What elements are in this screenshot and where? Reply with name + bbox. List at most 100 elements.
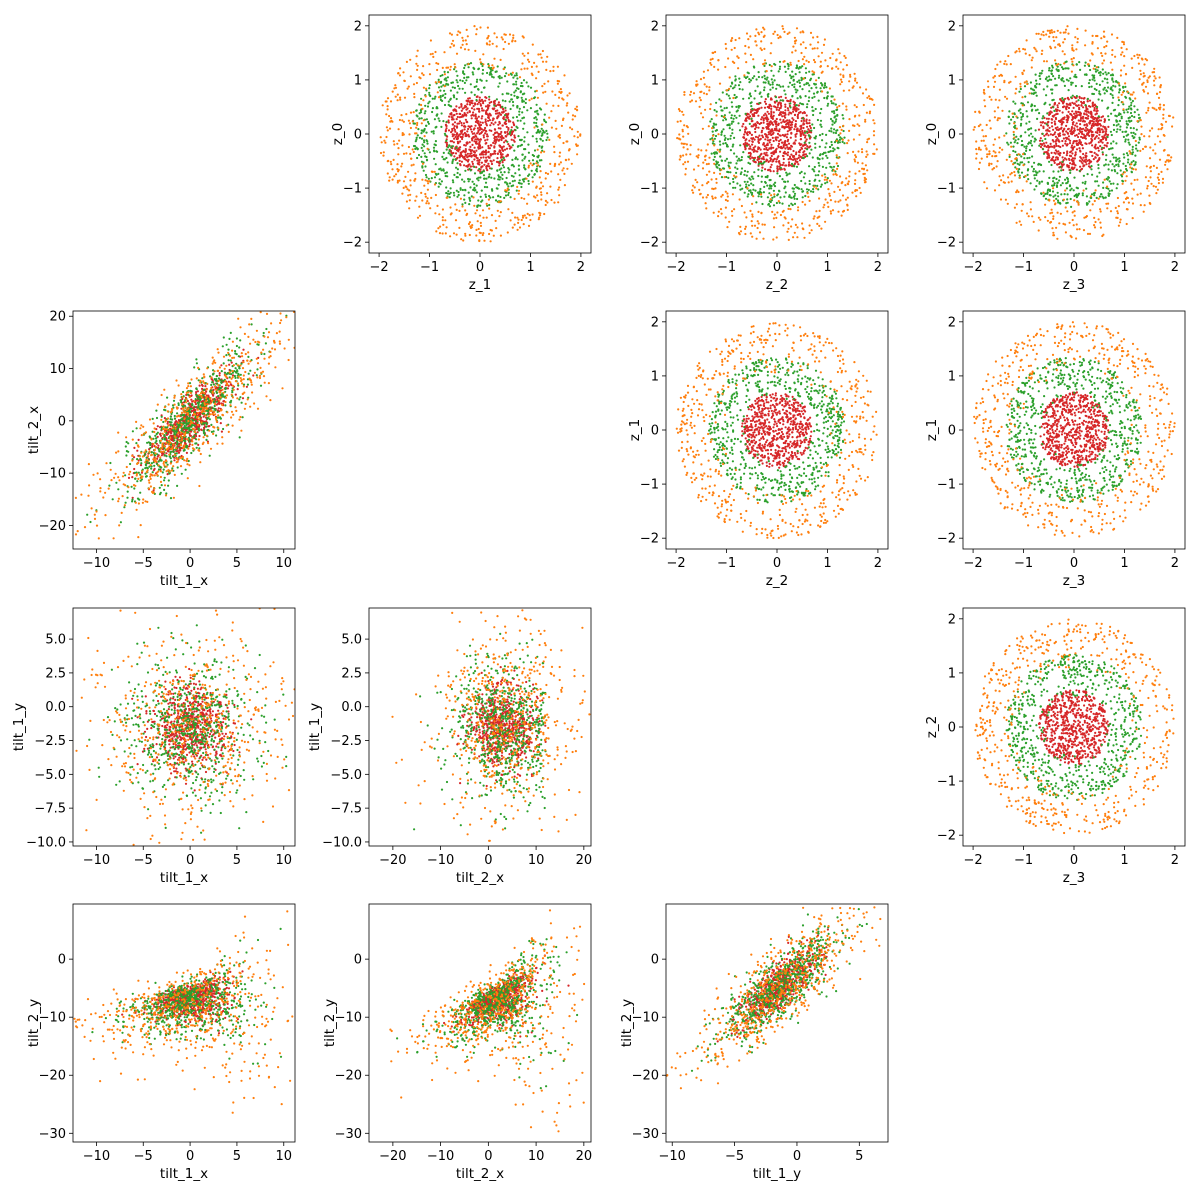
- data-point: [779, 66, 781, 68]
- data-point: [1127, 139, 1129, 141]
- data-point: [427, 182, 429, 184]
- data-point: [473, 150, 475, 152]
- data-point: [421, 72, 423, 74]
- data-point: [1075, 151, 1077, 153]
- data-point: [820, 87, 822, 89]
- data-point: [479, 147, 481, 149]
- data-point: [747, 195, 749, 197]
- data-point: [782, 164, 784, 166]
- data-point: [388, 115, 390, 117]
- data-point: [569, 92, 571, 94]
- data-point: [810, 190, 812, 192]
- data-point: [417, 128, 419, 130]
- data-point: [778, 70, 780, 72]
- data-point: [452, 109, 454, 111]
- data-point: [739, 184, 741, 186]
- data-point: [504, 122, 506, 124]
- data-point: [486, 133, 488, 135]
- data-point: [506, 126, 508, 128]
- data-point: [1028, 161, 1030, 163]
- data-point: [721, 213, 723, 215]
- data-point: [541, 123, 543, 125]
- data-point: [754, 145, 756, 147]
- data-point: [744, 148, 746, 150]
- data-point: [1079, 97, 1081, 99]
- data-point: [1071, 188, 1073, 190]
- data-point: [734, 84, 736, 86]
- data-point: [479, 26, 481, 28]
- data-point: [744, 228, 746, 230]
- data-point: [429, 84, 431, 86]
- data-point: [1123, 153, 1125, 155]
- data-point: [417, 217, 419, 219]
- data-point: [448, 150, 450, 152]
- data-point: [454, 136, 456, 138]
- data-point: [811, 229, 813, 231]
- data-point: [1063, 105, 1065, 107]
- data-point: [1014, 113, 1016, 115]
- data-point: [387, 160, 389, 162]
- data-point: [442, 224, 444, 226]
- data-point: [493, 58, 495, 60]
- data-point: [1071, 110, 1073, 112]
- data-point: [496, 157, 498, 159]
- data-point: [687, 126, 689, 128]
- data-point: [1129, 98, 1131, 100]
- data-point: [523, 140, 525, 142]
- data-point: [724, 137, 726, 139]
- data-point: [1112, 163, 1114, 165]
- data-point: [510, 146, 512, 148]
- data-point: [421, 147, 423, 149]
- data-point: [1046, 112, 1048, 114]
- data-point: [870, 98, 872, 100]
- data-point: [1105, 130, 1107, 132]
- data-point: [849, 171, 851, 173]
- data-point: [1040, 124, 1042, 126]
- data-point: [1072, 157, 1074, 159]
- data-point: [764, 107, 766, 109]
- data-point: [500, 59, 502, 61]
- data-point: [454, 63, 456, 65]
- data-point: [1048, 67, 1050, 69]
- data-point: [793, 80, 795, 82]
- data-point: [764, 138, 766, 140]
- data-point: [687, 133, 689, 135]
- data-point: [464, 82, 466, 84]
- data-point: [753, 149, 755, 151]
- data-point: [1106, 107, 1108, 109]
- data-point: [1095, 68, 1097, 70]
- data-point: [500, 167, 502, 169]
- data-point: [499, 122, 501, 124]
- data-point: [488, 98, 490, 100]
- data-point: [784, 147, 786, 149]
- data-point: [788, 143, 790, 145]
- data-point: [548, 117, 550, 119]
- data-point: [449, 32, 451, 34]
- data-point: [773, 111, 775, 113]
- data-point: [1110, 142, 1112, 144]
- data-point: [480, 138, 482, 140]
- data-point: [1066, 79, 1068, 81]
- data-point: [404, 97, 406, 99]
- data-point: [790, 64, 792, 66]
- data-point: [453, 141, 455, 143]
- data-point: [795, 139, 797, 141]
- data-point: [1099, 145, 1101, 147]
- data-point: [1020, 102, 1022, 104]
- data-point: [1066, 198, 1068, 200]
- data-point: [517, 135, 519, 137]
- data-point: [771, 164, 773, 166]
- data-point: [1028, 128, 1030, 130]
- data-point: [1024, 131, 1026, 133]
- data-point: [756, 44, 758, 46]
- data-point: [719, 83, 721, 85]
- data-point: [808, 100, 810, 102]
- data-point: [804, 112, 806, 114]
- data-point: [738, 107, 740, 109]
- data-point: [809, 125, 811, 127]
- data-point: [748, 46, 750, 48]
- data-point: [490, 130, 492, 132]
- data-point: [861, 162, 863, 164]
- data-point: [467, 63, 469, 65]
- data-point: [847, 139, 849, 141]
